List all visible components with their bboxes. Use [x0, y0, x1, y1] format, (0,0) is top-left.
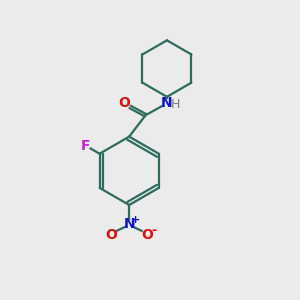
- Text: +: +: [131, 215, 140, 225]
- Text: N: N: [123, 217, 135, 231]
- Text: O: O: [142, 228, 154, 242]
- Text: O: O: [118, 96, 130, 110]
- Text: -: -: [152, 224, 157, 237]
- Text: F: F: [81, 139, 90, 152]
- Text: O: O: [105, 228, 117, 242]
- Text: N: N: [161, 96, 173, 110]
- Text: H: H: [171, 98, 181, 111]
